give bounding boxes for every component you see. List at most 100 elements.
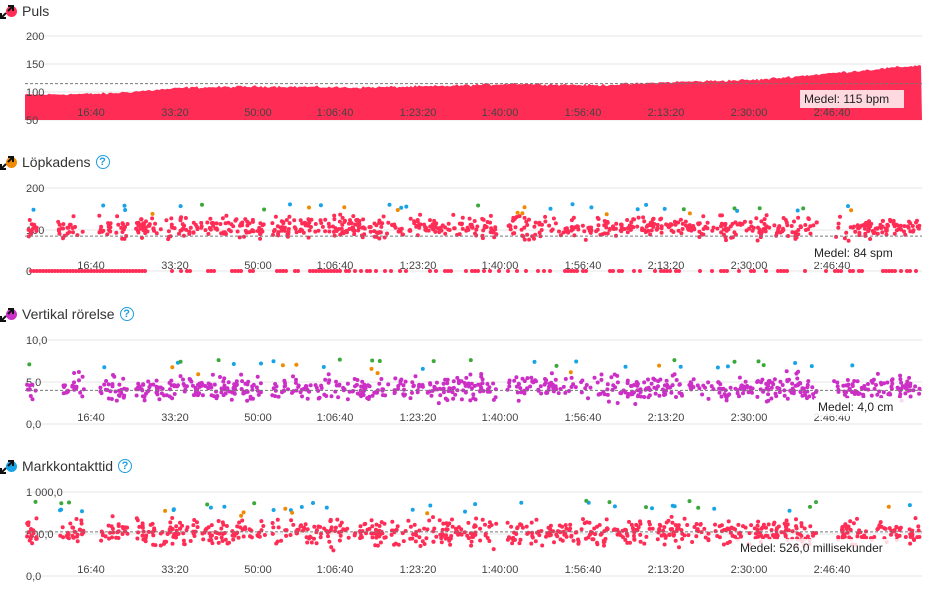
data-point <box>732 230 737 235</box>
data-point <box>911 537 916 542</box>
data-point <box>534 379 538 384</box>
data-point <box>668 269 672 273</box>
data-point <box>327 378 332 383</box>
x-tick-label: 2:13:20 <box>648 412 685 424</box>
data-point <box>689 381 694 386</box>
data-point <box>670 373 675 378</box>
data-point <box>720 213 724 218</box>
data-point <box>806 216 811 221</box>
data-point <box>170 365 175 370</box>
data-point <box>172 532 177 536</box>
question-icon[interactable]: ? <box>95 155 110 169</box>
data-point <box>431 539 436 544</box>
data-point <box>703 535 708 540</box>
data-point <box>727 539 732 544</box>
data-point <box>361 217 366 222</box>
data-point <box>617 269 621 273</box>
data-point <box>369 366 374 371</box>
data-point <box>511 538 516 542</box>
data-point <box>527 237 532 242</box>
data-point <box>441 386 446 391</box>
data-point <box>632 534 636 538</box>
data-point <box>680 221 685 226</box>
data-point <box>774 531 779 536</box>
data-point <box>474 233 479 238</box>
data-point <box>392 542 396 547</box>
data-point <box>629 220 634 225</box>
data-point <box>470 386 474 391</box>
data-point <box>518 386 523 391</box>
data-point <box>772 377 777 382</box>
data-point <box>415 219 420 224</box>
x-tick-label: 16:40 <box>77 412 105 424</box>
data-point <box>206 269 210 273</box>
data-point <box>848 519 853 524</box>
data-point <box>140 269 144 273</box>
data-point <box>337 530 341 535</box>
data-point <box>554 363 559 368</box>
data-point <box>307 205 311 210</box>
data-point <box>472 383 477 388</box>
data-point <box>131 269 135 273</box>
data-point <box>347 269 351 273</box>
data-point <box>891 218 896 223</box>
data-point <box>441 521 446 526</box>
data-point <box>383 269 387 273</box>
data-point <box>340 222 345 227</box>
x-tick-label: 2:46:40 <box>814 107 851 119</box>
data-point <box>296 527 301 532</box>
data-point <box>894 228 899 233</box>
data-point <box>332 269 336 273</box>
data-point <box>275 269 279 273</box>
data-point <box>532 224 537 229</box>
data-point <box>807 394 812 399</box>
data-point <box>311 269 315 273</box>
data-point <box>656 384 660 389</box>
expand-icon[interactable] <box>0 308 14 322</box>
data-point <box>134 269 138 273</box>
data-point <box>293 380 298 385</box>
data-point <box>862 222 867 227</box>
data-point <box>377 359 382 363</box>
question-icon[interactable]: ? <box>118 459 133 473</box>
data-point <box>905 269 909 273</box>
data-point <box>657 522 662 527</box>
data-point <box>563 269 567 273</box>
data-point <box>792 219 796 224</box>
data-point <box>270 521 275 525</box>
data-point <box>396 542 401 547</box>
data-point <box>801 386 806 391</box>
data-point <box>417 222 422 227</box>
data-point <box>803 223 808 227</box>
data-point <box>466 536 471 541</box>
data-point <box>730 221 735 226</box>
data-point <box>680 227 685 231</box>
data-point <box>701 227 706 231</box>
data-point <box>564 534 569 539</box>
data-point <box>342 205 347 210</box>
data-point <box>67 500 71 505</box>
data-point <box>250 217 255 222</box>
data-point <box>179 228 184 232</box>
data-point <box>709 384 714 389</box>
data-point <box>224 524 229 528</box>
data-point <box>732 359 737 364</box>
expand-icon[interactable] <box>0 460 14 474</box>
data-point <box>679 231 684 236</box>
data-point <box>370 358 375 363</box>
data-point <box>761 227 766 231</box>
data-point <box>397 227 402 232</box>
data-point <box>480 377 485 382</box>
data-point <box>423 224 427 229</box>
data-point <box>588 385 593 390</box>
data-point <box>99 391 104 396</box>
expand-icon[interactable] <box>0 156 14 170</box>
data-point <box>222 231 227 236</box>
data-point <box>656 379 661 384</box>
data-point <box>890 269 894 273</box>
data-point <box>413 374 418 379</box>
question-icon[interactable]: ? <box>119 307 134 321</box>
expand-icon[interactable] <box>0 5 14 19</box>
data-point <box>306 217 311 222</box>
data-point <box>596 223 601 228</box>
